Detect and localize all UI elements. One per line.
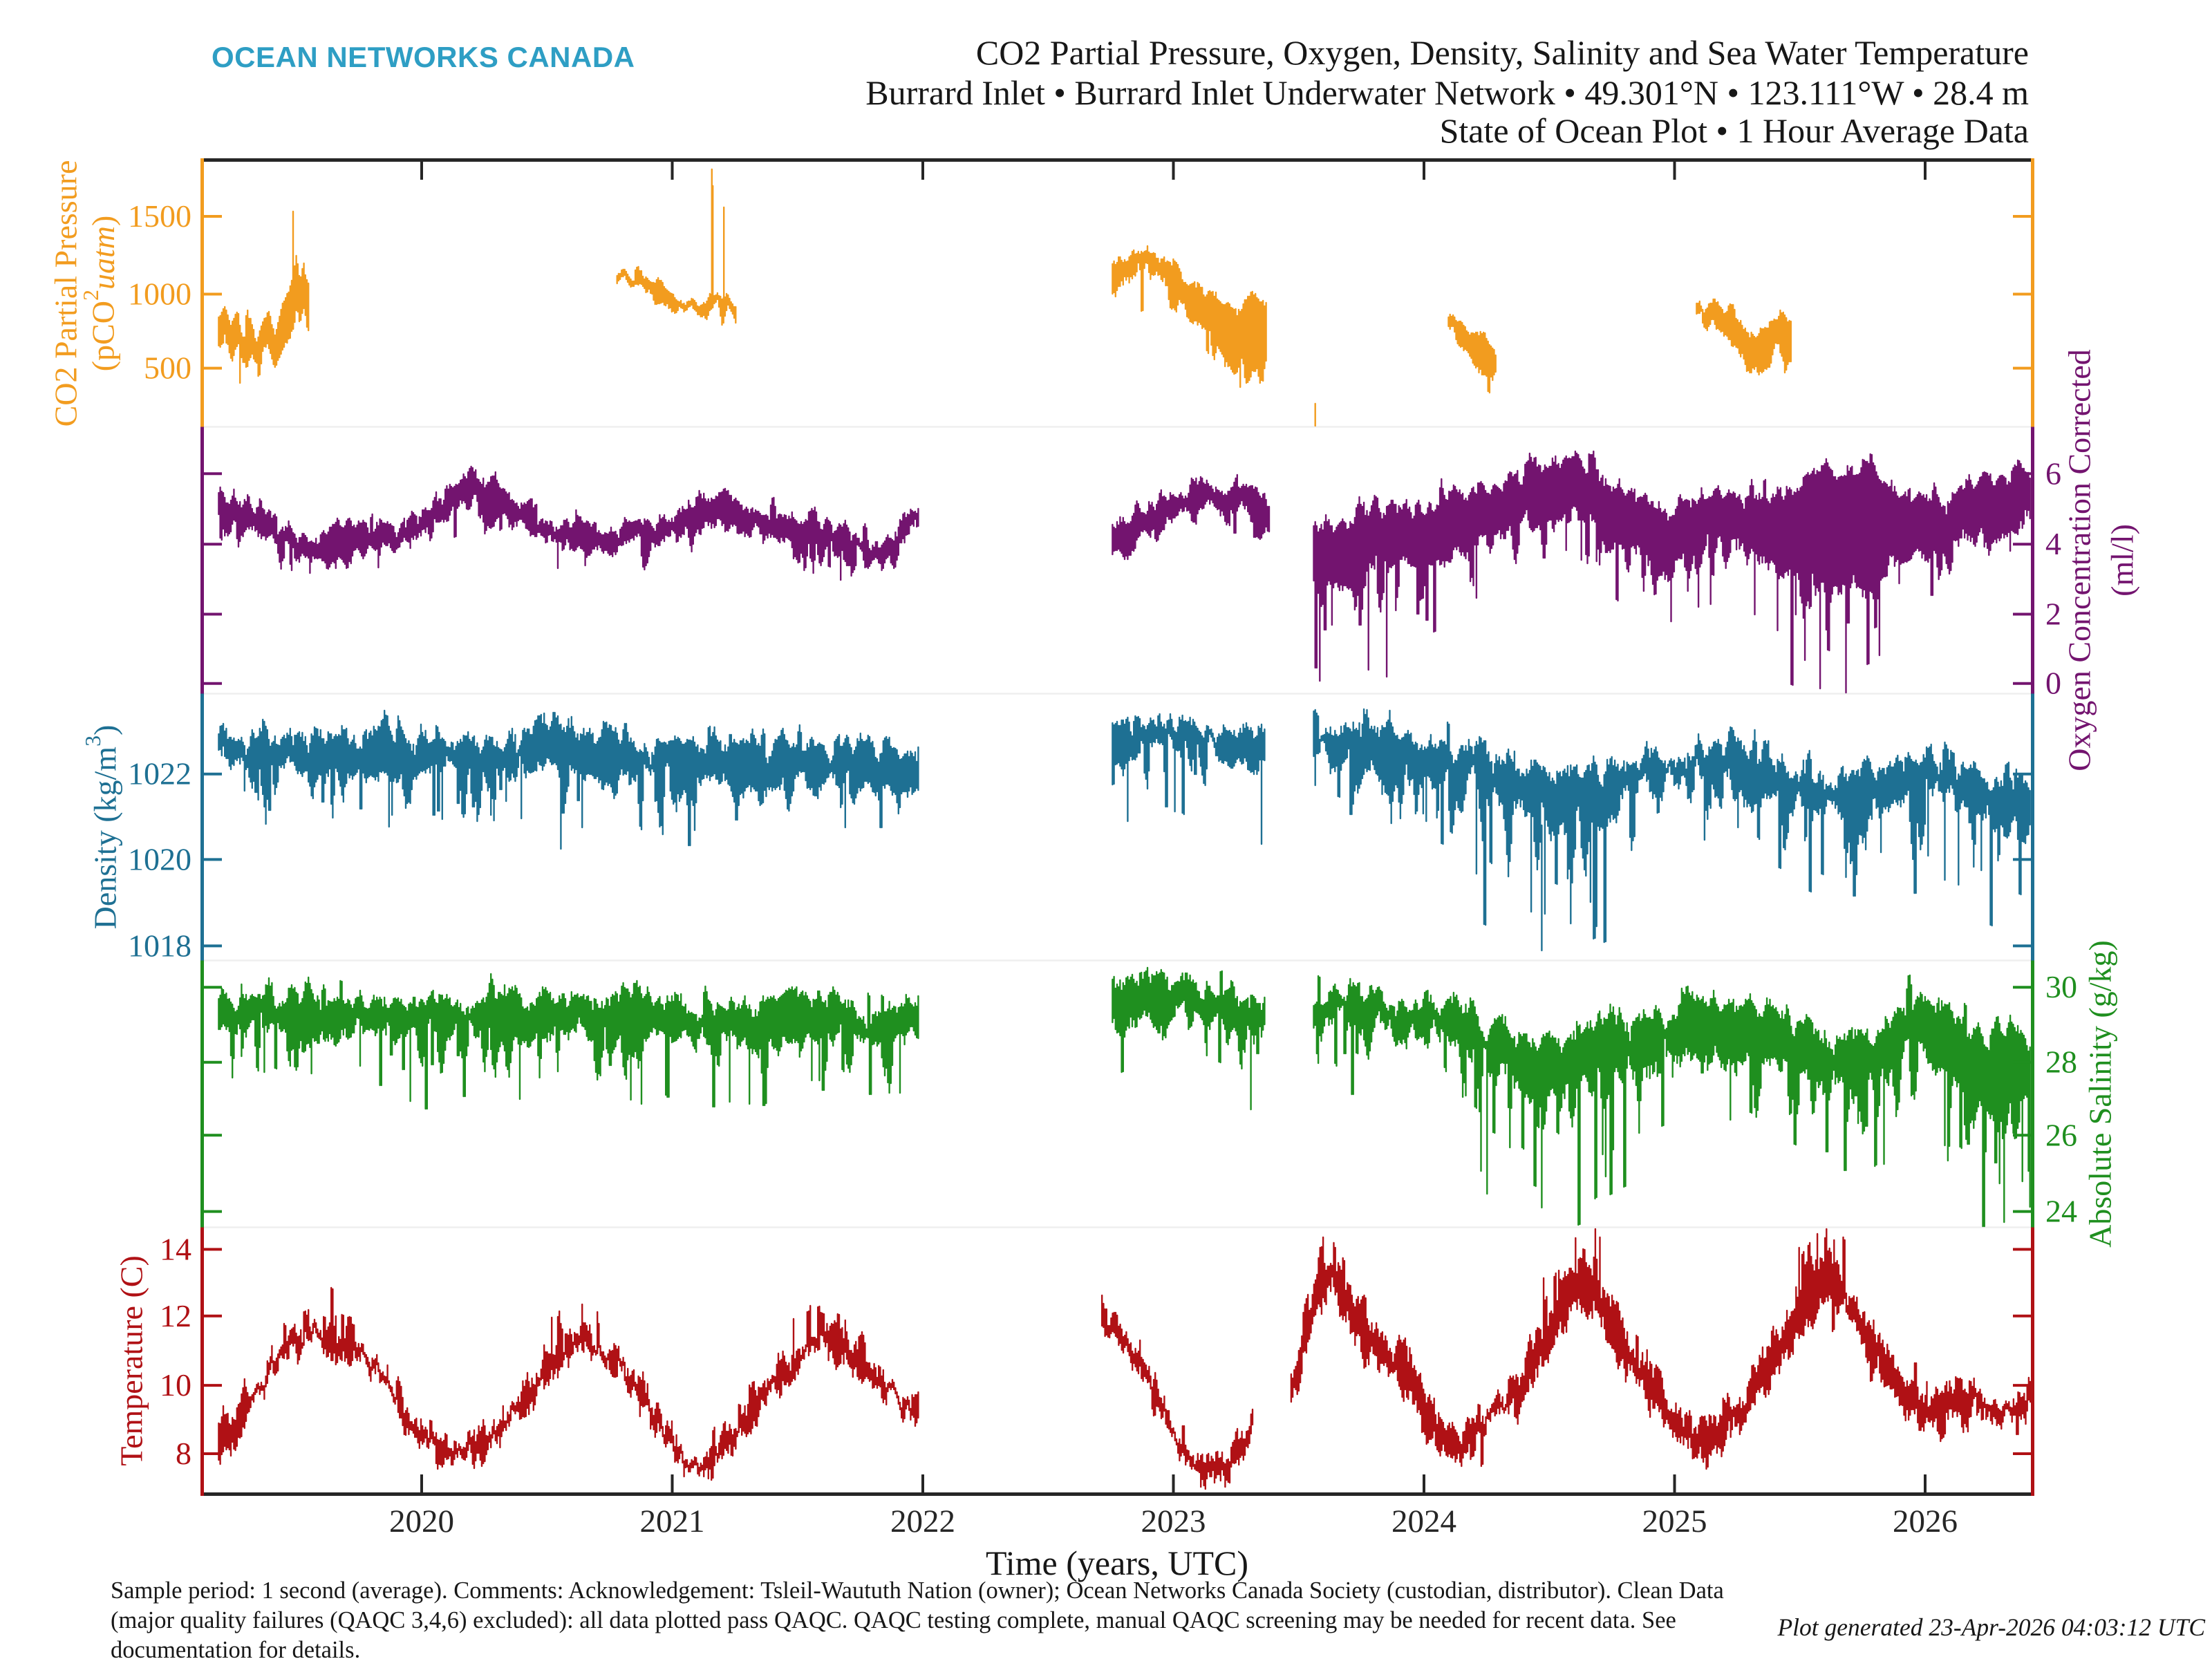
svg-text:26: 26 (2045, 1117, 2077, 1152)
svg-text:14: 14 (160, 1231, 191, 1266)
svg-text:2: 2 (2045, 597, 2061, 632)
svg-text:2020: 2020 (389, 1503, 454, 1539)
svg-text:1500: 1500 (128, 198, 191, 234)
svg-text:(major quality failures (QAQC: (major quality failures (QAQC 3,4,6) exc… (111, 1607, 1676, 1633)
svg-text:1022: 1022 (128, 756, 191, 791)
svg-text:Plot generated 23-Apr-2026 04:: Plot generated 23-Apr-2026 04:03:12 UTC (1777, 1613, 2206, 1641)
svg-text:1000: 1000 (128, 276, 191, 312)
svg-text:2026: 2026 (1893, 1503, 1958, 1539)
svg-text:6: 6 (2045, 456, 2061, 491)
svg-text:(ml/l): (ml/l) (2105, 524, 2140, 597)
svg-text:documentation for details.: documentation for details. (111, 1637, 360, 1659)
svg-text:24: 24 (2045, 1194, 2077, 1229)
svg-text:2025: 2025 (1642, 1503, 1707, 1539)
svg-text:28: 28 (2045, 1044, 2077, 1080)
svg-text:Sample period: 1 second (avera: Sample period: 1 second (average). Comme… (111, 1577, 1724, 1604)
svg-text:4: 4 (2045, 526, 2061, 561)
svg-text:1018: 1018 (128, 928, 191, 963)
svg-text:2024: 2024 (1391, 1503, 1456, 1539)
svg-text:Time (years, UTC): Time (years, UTC) (986, 1544, 1248, 1582)
svg-text:0: 0 (2045, 666, 2061, 701)
svg-text:30: 30 (2045, 969, 2077, 1004)
svg-text:2023: 2023 (1141, 1503, 1206, 1539)
svg-text:State of Ocean Plot • 1 Hour A: State of Ocean Plot • 1 Hour Average Dat… (1440, 111, 2029, 150)
svg-text:12: 12 (160, 1298, 191, 1333)
svg-text:500: 500 (144, 350, 191, 386)
svg-text:Burrard Inlet • Burrard Inlet: Burrard Inlet • Burrard Inlet Underwater… (865, 73, 2029, 112)
svg-text:10: 10 (160, 1367, 191, 1403)
svg-text:Oxygen Concentration Corrected: Oxygen Concentration Corrected (2062, 349, 2097, 771)
svg-text:2021: 2021 (640, 1503, 705, 1539)
svg-text:1020: 1020 (128, 841, 191, 877)
svg-text:Density (kg/m3): Density (kg/m3) (80, 725, 123, 930)
svg-text:Temperature (C): Temperature (C) (114, 1255, 149, 1466)
svg-text:2022: 2022 (890, 1503, 955, 1539)
svg-text:CO2 Partial Pressure: CO2 Partial Pressure (48, 160, 84, 427)
svg-text:OCEAN NETWORKS CANADA: OCEAN NETWORKS CANADA (212, 41, 635, 73)
svg-text:CO2 Partial Pressure, Oxygen,: CO2 Partial Pressure, Oxygen, Density, S… (976, 33, 2029, 72)
svg-text:Absolute Salinity (g/kg): Absolute Salinity (g/kg) (2083, 940, 2118, 1248)
svg-text:8: 8 (176, 1436, 191, 1471)
